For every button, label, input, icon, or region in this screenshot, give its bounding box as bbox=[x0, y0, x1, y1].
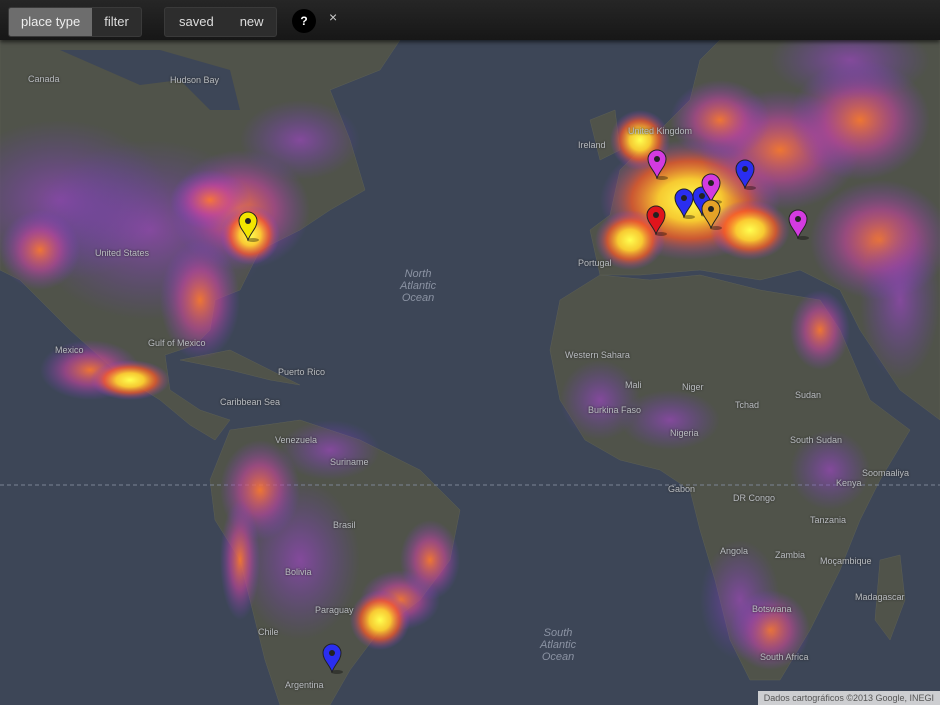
close-icon[interactable]: × bbox=[329, 9, 338, 25]
label-caribbean: Caribbean Sea bbox=[220, 397, 281, 407]
label-botswana: Botswana bbox=[752, 604, 792, 614]
label-south-africa: South Africa bbox=[760, 652, 809, 662]
heat-blob bbox=[700, 540, 780, 660]
saved-button[interactable]: saved bbox=[179, 14, 214, 29]
label-kenya: Kenya bbox=[836, 478, 862, 488]
place-filter-group: place type filter bbox=[8, 7, 142, 37]
heatmap-layer bbox=[0, 20, 940, 670]
label-mali: Mali bbox=[625, 380, 642, 390]
heat-blob bbox=[710, 200, 790, 260]
label-chile: Chile bbox=[258, 627, 279, 637]
map-pin-icon[interactable] bbox=[647, 149, 668, 180]
place-type-button[interactable]: place type bbox=[9, 8, 93, 36]
map-pin-icon[interactable] bbox=[238, 211, 259, 242]
label-portugal: Portugal bbox=[578, 258, 612, 268]
map-pin-icon[interactable] bbox=[788, 209, 809, 240]
label-tanzania: Tanzania bbox=[810, 515, 847, 525]
label-paraguay: Paraguay bbox=[315, 605, 354, 615]
heat-blob bbox=[90, 360, 170, 400]
ocean-label-south-atlantic: South Atlantic Ocean bbox=[540, 627, 577, 663]
new-button[interactable]: new bbox=[239, 14, 264, 29]
label-niger: Niger bbox=[682, 382, 704, 392]
heat-blob bbox=[620, 390, 720, 450]
heat-blob bbox=[220, 500, 260, 620]
label-gulf-of-mexico: Gulf of Mexico bbox=[148, 338, 206, 348]
heat-blob bbox=[240, 100, 360, 180]
label-zambia: Zambia bbox=[775, 550, 806, 560]
filter-button[interactable]: filter bbox=[104, 14, 129, 29]
label-united-states: United States bbox=[95, 248, 150, 258]
heat-blob bbox=[770, 20, 930, 100]
label-burkina-faso: Burkina Faso bbox=[588, 405, 642, 415]
label-madagascar: Madagascar bbox=[855, 592, 905, 602]
markers-layer bbox=[238, 149, 809, 674]
heat-blob bbox=[160, 240, 240, 360]
map-pin-icon[interactable] bbox=[674, 188, 695, 219]
label-united-kingdom: United Kingdom bbox=[628, 126, 693, 136]
label-venezuela: Venezuela bbox=[275, 435, 318, 445]
map-pin-icon[interactable] bbox=[735, 159, 756, 190]
label-puerto-rico: Puerto Rico bbox=[278, 367, 326, 377]
label-brasil: Brasil bbox=[333, 520, 356, 530]
label-bolivia: Bolivia bbox=[285, 567, 312, 577]
label-western-sahara: Western Sahara bbox=[565, 350, 630, 360]
label-nigeria: Nigeria bbox=[670, 428, 699, 438]
toolbar: place type filter saved new bbox=[0, 0, 940, 40]
heat-blob bbox=[170, 170, 250, 230]
label-mocambique: Moçambique bbox=[820, 556, 872, 566]
label-suriname: Suriname bbox=[330, 457, 369, 467]
label-gabon: Gabon bbox=[668, 484, 696, 494]
heat-blob bbox=[560, 360, 640, 440]
heat-blob bbox=[240, 480, 360, 640]
label-argentina: Argentina bbox=[285, 680, 324, 690]
heat-blob bbox=[790, 430, 870, 510]
heat-blob bbox=[0, 210, 80, 290]
label-mexico: Mexico bbox=[55, 345, 84, 355]
heat-blob bbox=[400, 520, 460, 600]
heat-blob bbox=[670, 80, 770, 160]
label-sudan: Sudan bbox=[795, 390, 822, 400]
ocean-label-north-atlantic: North Atlantic Ocean bbox=[400, 268, 437, 304]
label-ireland: Ireland bbox=[578, 140, 606, 150]
label-canada: Canada bbox=[28, 74, 60, 84]
heat-blob bbox=[595, 210, 665, 270]
map-pin-icon[interactable] bbox=[701, 199, 722, 230]
heat-blob bbox=[860, 220, 940, 380]
heat-blob bbox=[280, 420, 380, 480]
label-south-sudan: South Sudan bbox=[790, 435, 843, 445]
label-tchad: Tchad bbox=[735, 400, 760, 410]
label-angola: Angola bbox=[720, 546, 749, 556]
help-button[interactable]: ? bbox=[292, 9, 316, 33]
label-dr-congo: DR Congo bbox=[733, 493, 776, 503]
map-attribution: Dados cartográficos ©2013 Google, INEGI bbox=[757, 691, 940, 705]
map-pin-icon[interactable] bbox=[322, 643, 343, 674]
map-pin-icon[interactable] bbox=[646, 205, 667, 236]
saved-new-group: saved new bbox=[164, 7, 277, 37]
heat-blob bbox=[350, 590, 410, 650]
heat-blob bbox=[790, 290, 850, 370]
label-soomaaliya: Soomaaliya bbox=[862, 468, 910, 478]
label-hudson-bay: Hudson Bay bbox=[170, 75, 220, 85]
